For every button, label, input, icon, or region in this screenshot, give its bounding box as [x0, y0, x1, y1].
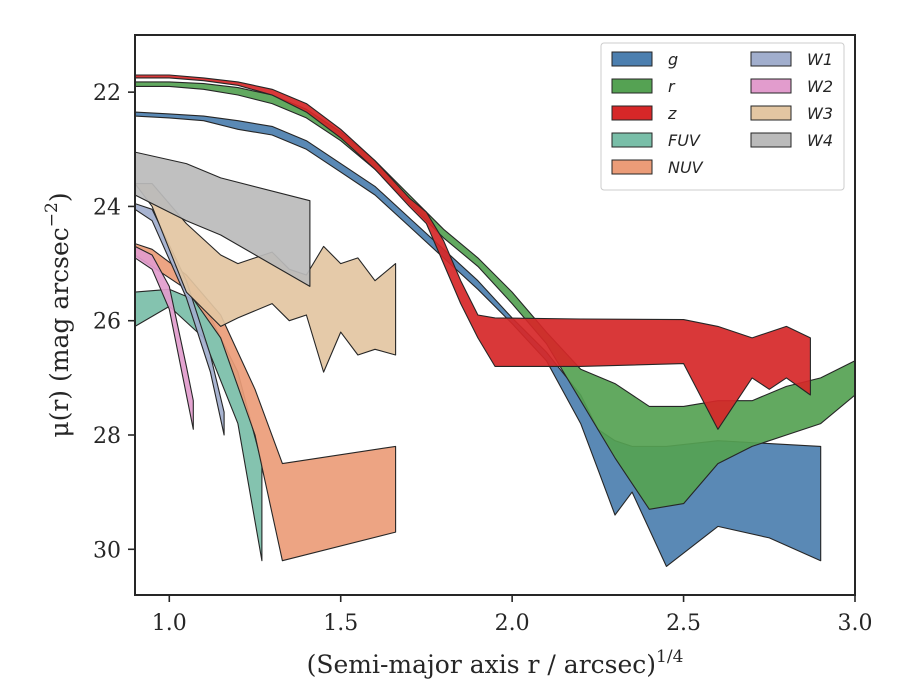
legend-label-r: r [668, 77, 676, 96]
x-axis-label: (Semi-major axis r / arcsec)1/4 [307, 647, 684, 679]
legend-label-w3: W3 [807, 104, 833, 123]
band-w4 [135, 151, 311, 287]
legend-label-w2: W2 [807, 77, 833, 96]
legend-swatch-g [611, 51, 653, 67]
y-axis-label-superscript: −2 [42, 202, 62, 227]
y-tick-label: 26 [93, 310, 121, 335]
y-axis-label-close: ) [45, 192, 74, 202]
legend-swatch-w1 [750, 51, 792, 67]
x-tick-label: 3.0 [838, 611, 873, 636]
legend-swatch-w4 [750, 132, 792, 148]
legend: grz FUV NUV W1 W2 W3 W4 [600, 42, 845, 191]
legend-label-w4: W4 [807, 131, 833, 150]
y-axis: 22 24 26 28 30 [93, 81, 135, 563]
legend-swatch-w2 [750, 78, 792, 94]
legend-label-g: g [668, 50, 678, 69]
y-tick-label: 30 [93, 538, 121, 563]
legend-swatch-r [611, 78, 653, 94]
legend-label-fuv: FUV [668, 131, 701, 150]
legend-swatch-z [611, 105, 653, 121]
band-w2 [135, 245, 194, 430]
x-tick-label: 1.5 [323, 611, 358, 636]
x-axis: 1.0 1.5 2.0 2.5 3.0 [152, 595, 873, 636]
legend-swatch-nuv [611, 159, 653, 175]
y-tick-label: 22 [93, 81, 121, 106]
plot-frame [134, 34, 856, 596]
y-axis-label: μ(r) (mag arcsec−2) [42, 192, 74, 437]
x-tick-label: 1.0 [152, 611, 187, 636]
bands-layer [135, 74, 855, 567]
band-w3 [135, 183, 397, 373]
x-tick-label: 2.0 [495, 611, 530, 636]
y-tick-label: 28 [93, 424, 121, 449]
legend-label-nuv: NUV [668, 158, 704, 177]
band-z [135, 74, 811, 430]
band-r [135, 81, 855, 510]
x-axis-label-superscript: 1/4 [656, 647, 683, 667]
legend-label-w1: W1 [807, 50, 833, 69]
legend-swatch-w3 [750, 105, 792, 121]
y-tick-label: 24 [93, 195, 121, 220]
legend-swatch-fuv [611, 132, 653, 148]
x-tick-label: 2.5 [666, 611, 701, 636]
legend-label-z: z [667, 104, 677, 123]
